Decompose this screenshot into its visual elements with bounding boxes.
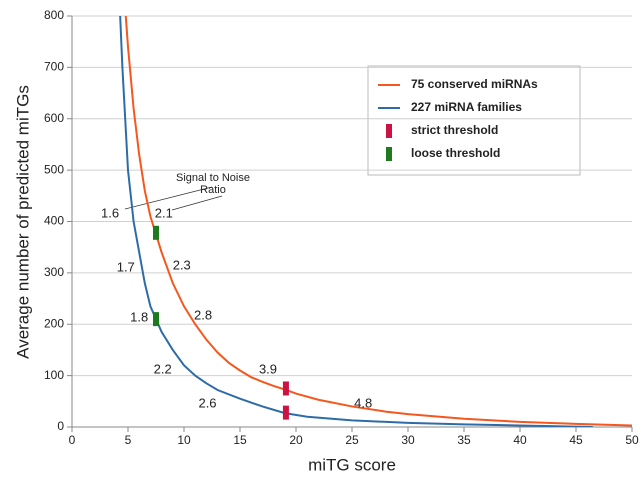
y-tick-label: 400 <box>44 214 64 228</box>
legend-label: 75 conserved miRNAs <box>411 77 538 91</box>
snr-label: 2.3 <box>173 258 191 273</box>
x-tick-label: 30 <box>401 433 415 447</box>
snr-label: 2.6 <box>198 395 216 410</box>
legend-label: loose threshold <box>411 146 500 160</box>
legend-swatch <box>386 124 392 138</box>
x-tick-label: 20 <box>289 433 303 447</box>
y-tick-label: 0 <box>57 419 64 433</box>
threshold-marker <box>153 312 159 327</box>
legend-label: 227 miRNA families <box>411 100 522 114</box>
threshold-marker <box>153 225 159 240</box>
y-tick-label: 200 <box>44 316 64 330</box>
y-tick-label: 600 <box>44 111 64 125</box>
y-tick-label: 100 <box>44 368 64 382</box>
x-tick-label: 10 <box>177 433 191 447</box>
threshold-marker <box>282 381 289 396</box>
snr-label: 2.1 <box>155 206 173 221</box>
x-tick-label: 0 <box>69 433 76 447</box>
y-axis-title: Average number of predicted miTGs <box>13 85 32 359</box>
y-tick-label: 500 <box>44 162 64 176</box>
threshold-marker <box>282 405 289 420</box>
x-tick-label: 5 <box>125 433 132 447</box>
x-tick-label: 25 <box>345 433 359 447</box>
y-tick-label: 800 <box>44 8 64 22</box>
leader-line <box>124 186 213 210</box>
snr-label: 3.9 <box>259 361 277 376</box>
snr-label: 1.7 <box>117 260 135 275</box>
leader-line <box>171 195 223 211</box>
legend-box <box>367 65 581 176</box>
snr-label: 2.8 <box>194 307 212 322</box>
y-tick-label: 300 <box>44 265 64 279</box>
y-tick-label: 700 <box>44 60 64 74</box>
x-axis-title: miTG score <box>308 455 396 474</box>
snr-label: 2.2 <box>154 361 172 376</box>
legend-swatch <box>386 147 392 161</box>
legend-label: strict threshold <box>411 123 498 137</box>
snr-label: 1.8 <box>130 310 148 325</box>
series-line <box>119 16 593 427</box>
x-tick-label: 45 <box>569 433 583 447</box>
snr-label: 4.8 <box>354 395 372 410</box>
series-line <box>124 16 632 427</box>
x-tick-label: 40 <box>513 433 527 447</box>
snr-label: 1.6 <box>101 206 119 221</box>
annotation: Signal to Noise Ratio <box>176 172 250 196</box>
x-tick-label: 50 <box>625 433 639 447</box>
x-tick-label: 35 <box>457 433 471 447</box>
x-tick-label: 15 <box>233 433 247 447</box>
